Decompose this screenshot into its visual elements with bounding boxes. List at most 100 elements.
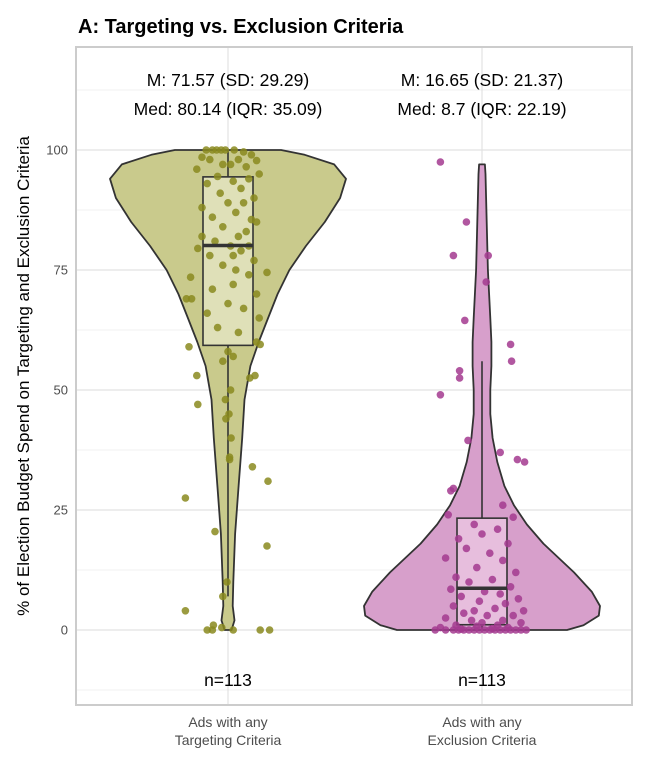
data-point [509, 513, 517, 521]
y-tick-label: 0 [61, 623, 68, 638]
data-point [465, 626, 473, 634]
data-point [219, 357, 227, 366]
data-point [520, 458, 529, 466]
grid-lines [76, 47, 632, 705]
data-point [447, 585, 455, 593]
data-point [239, 199, 248, 207]
data-point [221, 146, 230, 154]
data-point [441, 614, 450, 622]
data-point [252, 290, 261, 298]
y-axis-ticks: 0 25 50 75 100 [46, 143, 68, 638]
data-point [193, 371, 201, 380]
data-point [499, 501, 507, 510]
data-point [449, 626, 458, 634]
data-point [194, 244, 202, 253]
data-point [504, 539, 512, 548]
data-point [203, 309, 211, 318]
data-point [501, 626, 510, 634]
data-point [211, 527, 219, 536]
data-point [250, 194, 258, 202]
data-point [462, 218, 471, 226]
data-point [194, 400, 202, 409]
n-label: n=113 [204, 670, 252, 690]
data-point [226, 160, 235, 169]
stats-median-iqr: Med: 8.7 (IQR: 22.19) [397, 99, 566, 119]
data-point [234, 155, 243, 164]
data-point [444, 511, 453, 519]
data-point [470, 520, 479, 529]
data-point [202, 146, 210, 154]
chart-title: A: Targeting vs. Exclusion Criteria [78, 16, 404, 38]
data-point [224, 299, 232, 308]
data-point [252, 156, 261, 165]
data-point [449, 602, 458, 610]
data-point [506, 583, 515, 591]
data-point [198, 153, 206, 161]
data-point [224, 347, 232, 356]
data-point [509, 611, 517, 620]
x-category-label: Exclusion Criteria [428, 732, 537, 748]
data-point [449, 251, 458, 260]
data-point [232, 266, 240, 274]
data-point [229, 280, 237, 289]
data-point [493, 525, 502, 533]
data-point [454, 535, 463, 543]
y-tick-label: 50 [54, 383, 68, 398]
data-point [465, 578, 473, 586]
data-point [187, 295, 196, 303]
data-point [517, 626, 525, 634]
data-point [482, 278, 491, 286]
data-point [256, 626, 265, 634]
data-point [234, 232, 243, 241]
data-point [229, 626, 237, 634]
data-point [483, 611, 492, 620]
data-point [245, 271, 253, 279]
data-point [512, 568, 520, 577]
data-point [480, 626, 489, 634]
violin-group: M: 71.57 (SD: 29.29) Med: 80.14 (IQR: 35.… [109, 70, 347, 748]
data-point [225, 455, 234, 464]
data-point [245, 175, 253, 183]
plot-border [75, 46, 633, 706]
data-point [182, 295, 191, 303]
data-point [470, 626, 479, 634]
data-point [454, 626, 463, 634]
data-point [222, 415, 230, 423]
data-point [230, 146, 238, 154]
data-point [470, 607, 479, 615]
data-point [226, 386, 235, 394]
data-point [452, 573, 460, 581]
data-point [229, 251, 237, 260]
data-point [198, 203, 206, 212]
data-point [242, 163, 250, 171]
data-point [211, 237, 219, 245]
data-point [232, 208, 240, 217]
data-point [499, 556, 507, 565]
data-point [513, 455, 522, 464]
data-point [255, 314, 263, 322]
x-category-label: Targeting Criteria [175, 732, 282, 748]
data-point [464, 436, 472, 445]
data-point [206, 155, 214, 164]
data-point [519, 607, 528, 615]
data-point [517, 619, 525, 627]
data-point [496, 448, 505, 457]
data-point [242, 227, 250, 236]
y-tick-label: 75 [54, 263, 68, 278]
data-point [506, 626, 515, 634]
data-point [499, 616, 507, 625]
data-point [252, 218, 261, 226]
data-point [219, 592, 227, 601]
data-point [185, 343, 193, 351]
data-point [237, 184, 245, 193]
data-point [193, 165, 201, 173]
data-point [263, 268, 271, 277]
data-point [203, 626, 211, 634]
data-point [455, 374, 464, 382]
data-point [441, 554, 450, 562]
data-point [436, 158, 445, 166]
data-point [213, 172, 222, 181]
data-point [507, 357, 516, 366]
data-point [208, 626, 217, 634]
